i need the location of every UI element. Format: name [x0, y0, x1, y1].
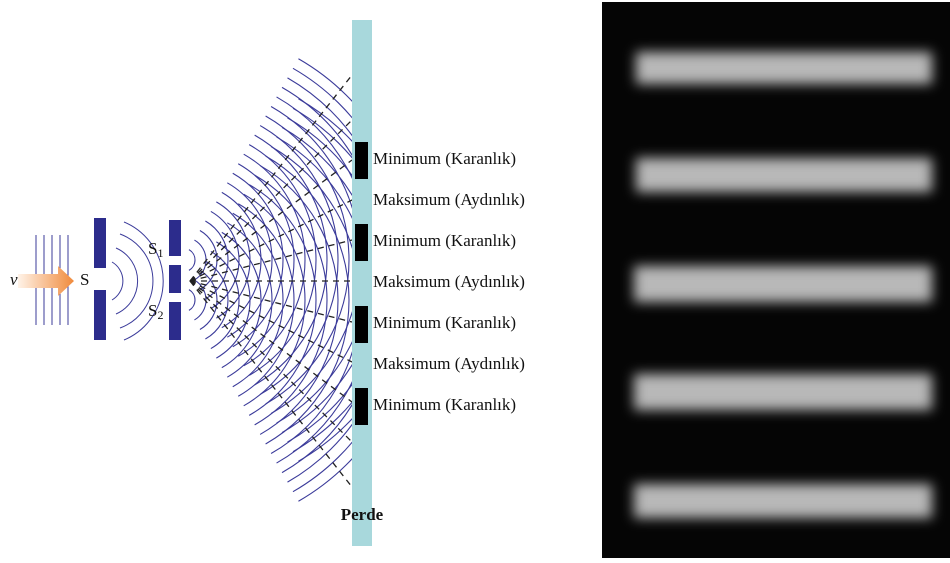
slit-sub: 2: [157, 308, 163, 322]
fringe-label: Minimum (Karanlık): [373, 395, 516, 414]
fringe-labels: Minimum (Karanlık) Maksimum (Aydınlık) Min…: [355, 142, 525, 425]
wave-arc: [189, 250, 195, 271]
dark-fringe: [355, 224, 368, 261]
dash-line: [190, 120, 352, 281]
screen-label: Perde: [341, 505, 384, 524]
screen: [352, 20, 372, 546]
wave-arc: [189, 290, 195, 311]
dash-line: [190, 281, 352, 362]
wave-arc: [238, 164, 294, 357]
fringe-label: Maksimum (Aydınlık): [373, 272, 525, 291]
slit-letter: S: [148, 239, 157, 258]
wave-label: v: [10, 270, 18, 289]
barrier: [169, 220, 181, 256]
dark-fringe: [355, 306, 368, 343]
wave-arc: [211, 211, 239, 308]
fringe-label: Maksimum (Aydınlık): [373, 354, 525, 373]
slit-letter: S: [148, 301, 157, 320]
wave-arc: [211, 251, 239, 348]
figure: v S S1 S2 Minimum (Karanlık)Maksimum (Ay…: [0, 0, 950, 563]
dark-fringe: [355, 142, 368, 179]
barrier: [94, 290, 106, 340]
slit-label: S2: [148, 301, 163, 322]
slit-sub: 1: [157, 246, 163, 260]
barrier: [169, 265, 181, 293]
dark-fringe: [355, 388, 368, 425]
fringe-label: Minimum (Karanlık): [373, 313, 516, 332]
wave-arc: [287, 118, 393, 482]
incident-arrow: [18, 266, 74, 296]
barrier: [94, 218, 106, 268]
slit-label: S1: [148, 239, 163, 260]
source-label: S: [80, 270, 89, 289]
dash-line: [190, 160, 352, 281]
fringe-label: Maksimum (Aydınlık): [373, 190, 525, 209]
fringe-label: Minimum (Karanlık): [373, 231, 516, 250]
fringe-label: Minimum (Karanlık): [373, 149, 516, 168]
barrier: [169, 302, 181, 340]
path-lines: [190, 75, 352, 487]
